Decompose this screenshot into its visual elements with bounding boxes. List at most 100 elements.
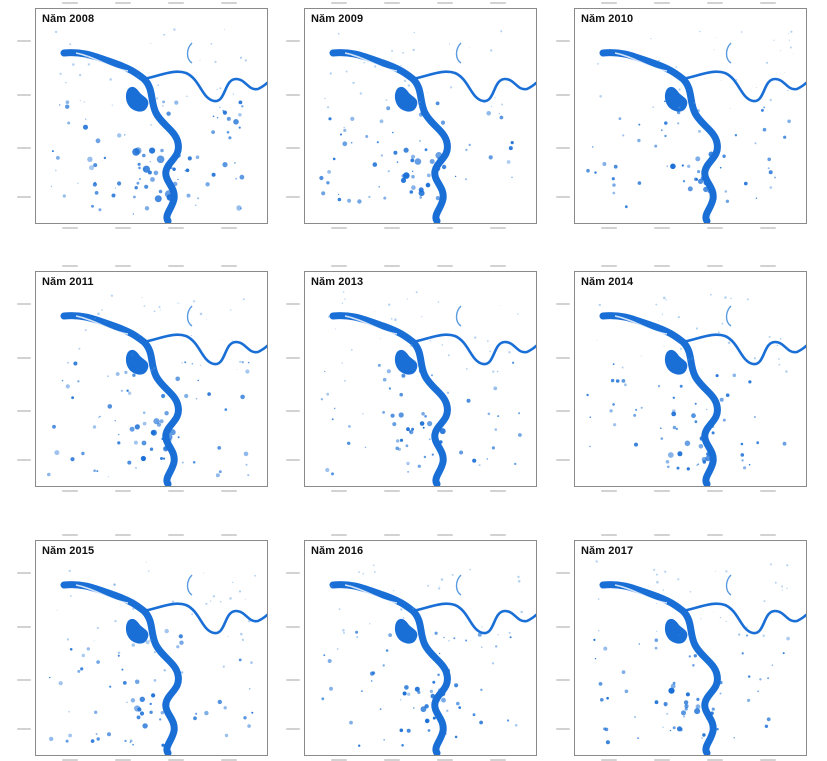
pond xyxy=(199,312,203,316)
pond xyxy=(489,350,492,353)
pond xyxy=(93,640,95,642)
pond xyxy=(789,46,792,49)
pond xyxy=(429,340,432,342)
pond xyxy=(694,420,698,424)
pond xyxy=(734,134,738,137)
pond xyxy=(387,170,390,173)
pond xyxy=(637,737,639,740)
pond xyxy=(94,317,97,320)
pond xyxy=(694,177,698,181)
pond xyxy=(332,157,336,161)
pond xyxy=(421,412,425,416)
pond xyxy=(58,104,61,106)
pond xyxy=(434,631,438,635)
pond xyxy=(132,607,135,610)
pond xyxy=(665,299,667,301)
pond xyxy=(327,106,330,109)
pond xyxy=(677,122,680,125)
pond xyxy=(507,719,510,722)
pond xyxy=(696,697,700,701)
pond xyxy=(499,115,504,120)
pond xyxy=(395,446,399,451)
pond xyxy=(130,698,136,703)
branch-river xyxy=(411,70,536,103)
axis-tick-label xyxy=(760,534,777,536)
pond xyxy=(664,100,666,103)
pond xyxy=(707,190,710,193)
pond xyxy=(704,181,709,186)
pond xyxy=(517,575,520,579)
axis-tick-label xyxy=(490,227,507,229)
pond xyxy=(465,622,467,624)
pond xyxy=(713,611,714,613)
pond xyxy=(94,191,99,195)
pond xyxy=(654,646,658,650)
axis-tick-label xyxy=(556,196,570,199)
pond xyxy=(435,196,440,201)
pond xyxy=(721,322,724,325)
pond xyxy=(121,668,124,671)
pond xyxy=(517,580,521,583)
pond xyxy=(487,340,489,342)
pond xyxy=(204,710,209,716)
pond xyxy=(166,434,173,441)
pond xyxy=(746,298,749,301)
pond xyxy=(483,101,486,104)
pond xyxy=(77,182,79,184)
pond xyxy=(399,728,404,733)
pond xyxy=(715,145,718,148)
pond xyxy=(403,79,407,83)
pond xyxy=(700,618,702,620)
pond xyxy=(344,298,346,300)
pond xyxy=(218,470,222,474)
pond xyxy=(437,301,440,303)
pond xyxy=(784,72,786,74)
pond xyxy=(86,647,90,651)
pond xyxy=(440,691,446,697)
pond xyxy=(137,707,142,712)
pond xyxy=(774,581,777,584)
pond xyxy=(212,115,215,118)
pond xyxy=(493,386,498,391)
axis-tick-label xyxy=(600,534,617,536)
pond xyxy=(710,293,712,296)
pond xyxy=(164,698,168,701)
pond xyxy=(91,204,94,208)
pond xyxy=(701,737,703,739)
pond xyxy=(222,162,228,168)
pond xyxy=(328,117,332,121)
pond xyxy=(654,144,658,148)
pond xyxy=(231,340,233,342)
axis-tick-label xyxy=(706,534,723,536)
axis-tick-label xyxy=(653,534,670,536)
pond xyxy=(149,147,156,154)
pond xyxy=(164,190,173,198)
pond xyxy=(94,710,98,714)
pond xyxy=(633,413,637,417)
pond xyxy=(52,424,56,429)
axis-tick-label xyxy=(556,679,570,682)
pond xyxy=(655,303,658,306)
pond xyxy=(117,654,120,657)
pond xyxy=(403,177,406,180)
pond xyxy=(465,639,468,642)
pond xyxy=(491,662,495,665)
pond xyxy=(418,100,421,104)
pond xyxy=(142,153,146,158)
pond xyxy=(785,348,788,351)
pond xyxy=(59,72,62,75)
pond xyxy=(141,296,143,298)
pond xyxy=(68,733,72,738)
axis-tick-label xyxy=(286,147,300,150)
pond xyxy=(117,651,121,655)
pond xyxy=(80,667,84,671)
pond xyxy=(781,589,783,591)
pond xyxy=(640,355,642,357)
pond xyxy=(386,106,391,111)
pond xyxy=(111,104,113,106)
pond xyxy=(677,451,683,457)
pond xyxy=(402,691,407,696)
pond xyxy=(593,638,596,641)
pond xyxy=(99,415,101,418)
pond xyxy=(612,403,615,406)
